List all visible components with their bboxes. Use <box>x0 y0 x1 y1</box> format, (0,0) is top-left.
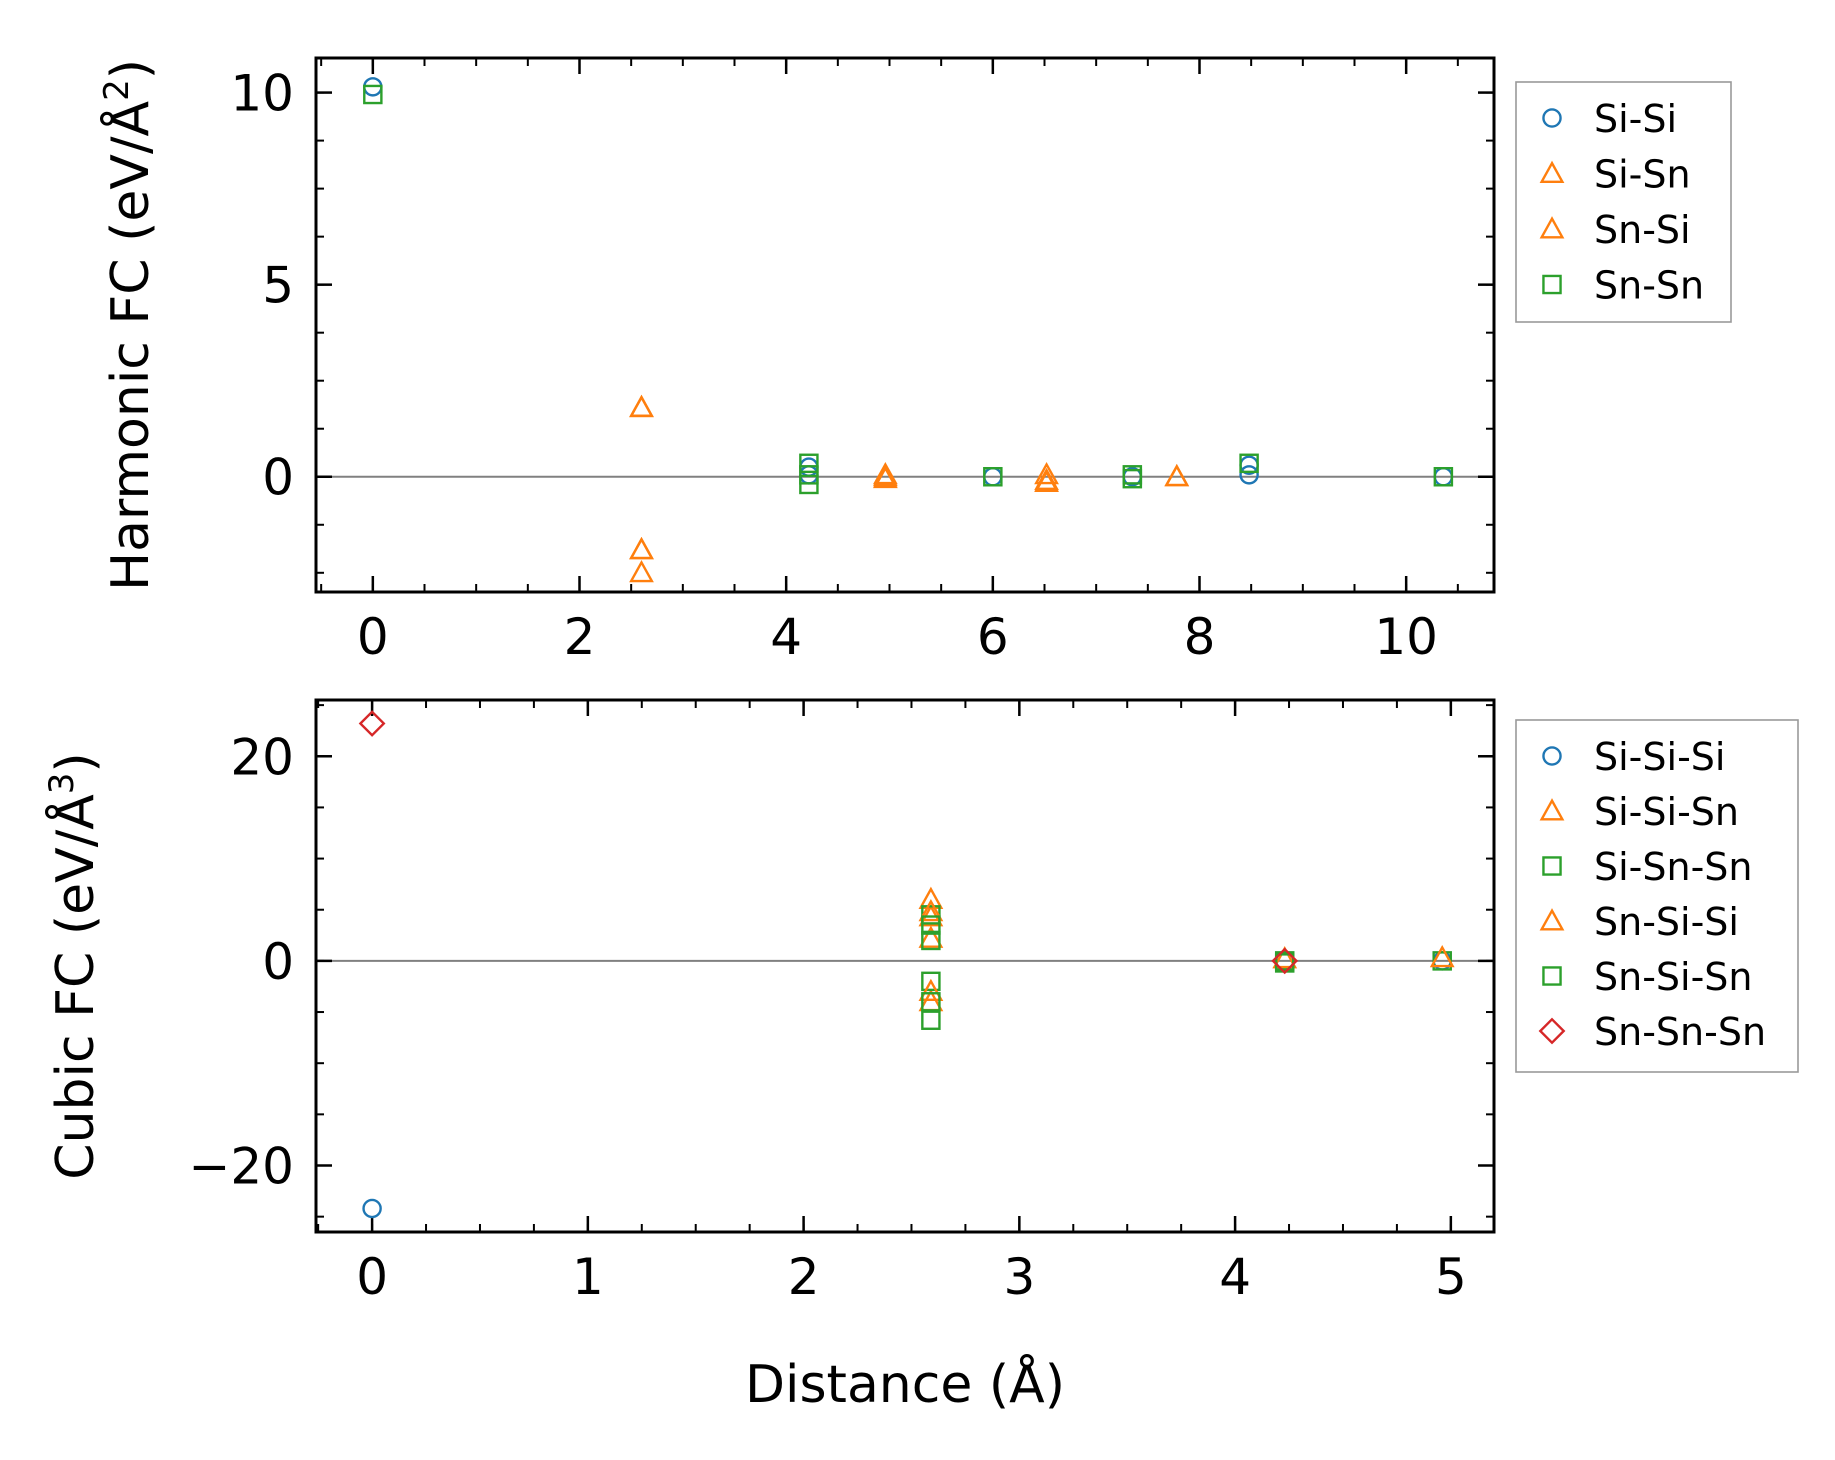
legend-label: Si-Sn <box>1594 153 1691 197</box>
data-point-Sn-Si <box>1034 467 1059 491</box>
data-point-Si-Si <box>1239 465 1259 485</box>
legend-marker-Sn-Sn-Sn <box>1538 1017 1566 1045</box>
x-tick-label: 3 <box>1003 1248 1035 1306</box>
legend-box <box>1515 719 1799 1073</box>
legend-label: Sn-Si-Si <box>1594 900 1739 944</box>
legend-marker-Sn-Si-Sn <box>1542 966 1562 986</box>
x-tick-label: 2 <box>788 1248 820 1306</box>
data-point-Si-Si-Sn <box>918 925 944 948</box>
x-tick-label: 1 <box>572 1248 604 1306</box>
y-tick-label: 20 <box>230 728 294 786</box>
data-point-Sn-Sn-Sn <box>358 710 386 737</box>
data-point-Si-Sn <box>1034 462 1059 485</box>
legend-label: Si-Si <box>1594 97 1677 141</box>
data-point-Si-Sn <box>629 559 654 583</box>
data-point-Sn-Si-Sn <box>921 992 941 1012</box>
legend-label: Si-Si-Sn <box>1594 790 1739 834</box>
legend-marker-Si-Si-Si <box>1542 746 1562 766</box>
data-point-Sn-Si-Si <box>918 898 944 922</box>
y-tick-label: −20 <box>188 1138 294 1196</box>
x-tick-label: 0 <box>356 1248 388 1306</box>
legend-label: Sn-Si <box>1594 208 1691 252</box>
x-tick-label: 2 <box>564 608 596 666</box>
data-point-Si-Sn-Sn <box>921 930 941 951</box>
data-point-Si-Sn <box>1164 463 1190 487</box>
data-point-Sn-Si <box>1164 463 1190 487</box>
x-tick-label: 10 <box>1374 608 1438 666</box>
legend-marker-Si-Sn <box>1539 160 1565 183</box>
x-tick-label: 8 <box>1184 608 1216 666</box>
data-point-Sn-Sn <box>799 453 819 474</box>
data-point-Sn-Sn <box>1122 468 1143 489</box>
y-axis-label: Harmonic FC (eV/Å2) <box>97 59 161 591</box>
legend-marker-Sn-Sn <box>1542 274 1562 295</box>
x-axis-label: Distance (Å) <box>745 1353 1065 1415</box>
axes-frame <box>314 56 1496 594</box>
data-point-Sn-Sn <box>799 474 819 495</box>
x-tick-label: 6 <box>977 608 1009 666</box>
legend: Si-Si Si-Sn Sn-Si Sn-Sn <box>1515 81 1732 323</box>
legend-label: Sn-Sn <box>1594 264 1704 308</box>
y-tick-label: 0 <box>262 449 294 507</box>
data-point-Sn-Si <box>872 463 898 487</box>
legend-label: Sn-Si-Sn <box>1594 955 1753 999</box>
chart-panel-1: 0 2 4 6 8 10 0 5 10 Harmonic FC (eV/Å2) Si-Si Si-Sn… <box>97 56 1732 666</box>
data-point-Sn-Si <box>629 536 654 560</box>
data-point-Si-Sn-Sn <box>921 1010 941 1030</box>
legend-marker-Si-Sn-Sn <box>1542 856 1562 876</box>
x-tick-label: 4 <box>770 608 802 666</box>
legend-marker-Si-Si-Sn <box>1539 798 1565 821</box>
data-point-Sn-Si-Sn <box>921 915 941 935</box>
data-point-Sn-Sn <box>1239 453 1259 474</box>
y-tick-label: 10 <box>230 65 294 123</box>
legend-label: Si-Sn-Sn <box>1594 845 1753 889</box>
y-axis-label: Cubic FC (eV/Å3) <box>42 752 106 1179</box>
data-point-Sn-Sn <box>363 84 383 105</box>
legend-label: Sn-Sn-Sn <box>1594 1010 1766 1054</box>
data-point-Sn-Si-Si <box>1429 944 1455 968</box>
data-point-Sn-Sn-Sn <box>1271 947 1299 975</box>
data-point-Sn-Si-Si <box>918 978 944 1002</box>
legend: Si-Si-Si Si-Si-Sn Si-Sn-Sn Sn-Si-Si Sn-Si-Sn… <box>1515 719 1799 1073</box>
legend-box <box>1515 81 1732 323</box>
data-point-Sn-Sn <box>1433 466 1454 487</box>
chart-panel-2: 0 1 2 3 4 5 −20 0 20 Cubic FC (eV/Å3) Distance (Å)… <box>42 698 1799 1415</box>
legend-label: Si-Si-Si <box>1594 735 1725 779</box>
data-point-Si-Si-Si <box>362 1198 382 1219</box>
data-point-Si-Si-Sn <box>1272 946 1298 969</box>
legend-marker-Si-Si <box>1542 108 1562 128</box>
axes-frame <box>314 698 1496 1234</box>
x-tick-label: 0 <box>357 608 389 666</box>
data-point-Si-Sn <box>629 394 654 418</box>
y-tick-label: 0 <box>262 933 294 991</box>
legend-marker-Sn-Si-Si <box>1539 908 1565 931</box>
data-point-Si-Sn-Sn <box>921 971 941 992</box>
x-tick-label: 4 <box>1219 1248 1251 1306</box>
y-tick-label: 5 <box>262 257 294 315</box>
data-point-Sn-Sn <box>983 466 1003 487</box>
data-point-Sn-Si <box>629 394 654 418</box>
data-point-Si-Sn <box>629 536 654 560</box>
legend-marker-Sn-Si <box>1539 216 1565 239</box>
x-tick-label: 5 <box>1435 1248 1467 1306</box>
